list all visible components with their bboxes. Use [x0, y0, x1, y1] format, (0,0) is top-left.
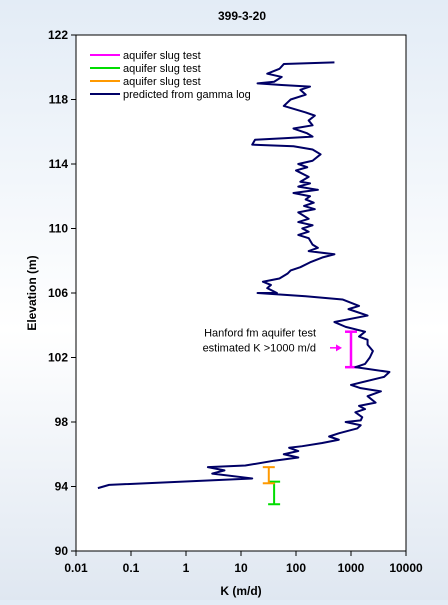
plot-area [75, 34, 407, 552]
x-tick-label: 10000 [389, 561, 423, 575]
legend-label: predicted from gamma log [123, 89, 251, 101]
gamma-log-series [97, 61, 391, 490]
annotation-line-2: estimated K >1000 m/d [203, 342, 316, 354]
y-tick-label: 90 [55, 544, 69, 558]
annotation-group: Hanford fm aquifer test estimated K >1000… [203, 327, 342, 354]
axes: 0.01 0.1 1 10 100 1000 10000909498102106110114… [48, 28, 423, 575]
y-tick-label: 106 [48, 286, 68, 300]
legend-item: aquifer slug test [90, 50, 201, 62]
x-tick-label: 0.1 [123, 561, 140, 575]
legend-label: aquifer slug test [123, 50, 201, 62]
y-tick-label: 114 [49, 157, 69, 171]
x-tick-label: 1000 [338, 561, 365, 575]
legend-label: aquifer slug test [123, 63, 201, 75]
chart-title: 399-3-20 [218, 9, 266, 23]
y-tick-label: 94 [55, 480, 69, 494]
x-tick-label: 1 [183, 561, 190, 575]
y-tick-label: 118 [49, 93, 69, 107]
slug-test-bar [262, 466, 275, 485]
legend-label: aquifer slug test [123, 76, 201, 88]
series-line-gamma-log [97, 61, 391, 490]
y-tick-label: 98 [55, 415, 69, 429]
slug-test-bar [268, 480, 281, 506]
annotation-line-1: Hanford fm aquifer test [204, 327, 316, 339]
x-tick-label: 100 [286, 561, 306, 575]
y-tick-label: 110 [49, 222, 69, 236]
slug-test-error-bars [262, 330, 357, 506]
y-axis-title: Elevation (m) [25, 255, 39, 330]
x-axis-title: K (m/d) [220, 584, 261, 598]
x-tick-label: 0.01 [64, 561, 88, 575]
y-tick-label: 122 [48, 28, 68, 42]
legend-item: aquifer slug test [90, 76, 201, 88]
legend-item: predicted from gamma log [90, 89, 251, 101]
y-tick-label: 102 [48, 351, 68, 365]
annotation-arrow-head [336, 344, 342, 352]
legend-item: aquifer slug test [90, 63, 201, 75]
x-tick-label: 10 [234, 561, 248, 575]
